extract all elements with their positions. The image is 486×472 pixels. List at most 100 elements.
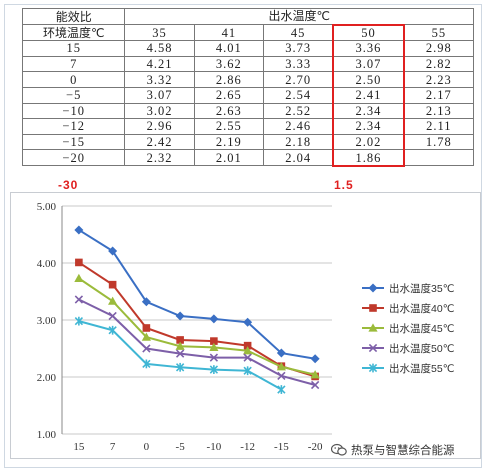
data-point: [142, 359, 151, 369]
table-cell: 2.17: [403, 86, 474, 104]
table-cell: 3.07: [124, 86, 195, 104]
table-cell: 2.86: [193, 71, 264, 88]
row-label: −10: [21, 102, 126, 120]
row-label: −15: [21, 133, 126, 151]
series-line: [78, 298, 316, 386]
table-cell: 2.11: [403, 118, 474, 135]
table-cell: 2.42: [124, 133, 195, 151]
data-point: [75, 258, 83, 267]
table-cell: 2.41: [332, 86, 405, 104]
legend-label: 出水温度40℃: [389, 302, 454, 315]
data-point: [74, 295, 84, 304]
x-tick-label: -10: [207, 441, 222, 453]
data-point: [74, 273, 84, 282]
series-line: [78, 277, 316, 376]
data-point: [142, 344, 151, 353]
data-point: [142, 324, 151, 332]
table-row: 7 4.21 3.62 3.33 3.07 2.82: [21, 55, 474, 73]
data-point: [141, 297, 151, 307]
table-cell: 2.63: [193, 102, 264, 120]
column-header: 55: [403, 24, 474, 42]
data-point: [243, 341, 252, 350]
table-cell: 4.21: [124, 55, 195, 73]
table-cell: 3.73: [262, 40, 334, 57]
table-row: −20 2.32 2.01 2.04 1.86: [21, 149, 474, 167]
data-point: [175, 349, 185, 358]
x-tick-label: 15: [73, 441, 85, 453]
table-cell: 3.62: [193, 55, 264, 73]
data-point: [175, 311, 185, 321]
table-row: −12 2.96 2.55 2.46 2.34 2.11: [21, 118, 474, 135]
table-cell: 2.98: [403, 40, 474, 57]
x-tick-label: -5: [176, 441, 186, 453]
x-tick-label: -20: [308, 441, 323, 453]
table-cell: 2.70: [262, 71, 334, 88]
group-header: 出水温度℃: [124, 7, 474, 26]
table-cell: 2.13: [403, 102, 474, 120]
table-cell: 2.19: [193, 133, 264, 151]
table-cell: 2.34: [332, 102, 405, 120]
legend-label: 出水温度35℃: [389, 282, 454, 295]
cop-table: 能效比 出水温度℃ 环境温度℃ 35 41 45 50 55 15 4.58 4.01 3.73 3.3…: [21, 7, 474, 167]
watermark-text: 热泵与智慧综合能源: [351, 445, 455, 457]
watermark: 热泵与智慧综合能源: [331, 442, 455, 458]
y-tick-label: 1.00: [37, 429, 57, 441]
data-point: [141, 332, 151, 341]
table-cell: 3.32: [124, 71, 195, 88]
column-header: 35: [124, 24, 195, 42]
legend-label: 出水温度55℃: [389, 362, 454, 375]
data-point: [108, 246, 118, 256]
data-point: [243, 346, 253, 355]
data-point: [176, 336, 184, 344]
table-cell: 2.52: [262, 102, 334, 120]
corner-label-bottom: 环境温度℃: [21, 24, 126, 42]
table-row: 15 4.58 4.01 3.73 3.36 2.98: [21, 40, 474, 57]
series-line: [78, 261, 316, 378]
cop-line-chart: 1.00 2.00 3.00 4.00 5.00 15 7 0 -5 -10 -12 -15 -20 出水…: [10, 192, 481, 459]
table-cell: 3.02: [124, 102, 195, 120]
note-left: -30: [58, 178, 79, 192]
legend-marker: [369, 304, 377, 312]
data-point: [74, 316, 84, 326]
x-tick-label: 0: [144, 441, 150, 453]
table-cell: 2.82: [403, 55, 474, 73]
table-cell: 2.23: [403, 71, 474, 88]
table-cell: 2.01: [193, 149, 264, 167]
table-cell: 2.96: [124, 118, 195, 135]
row-label: 0: [21, 71, 126, 88]
table-cell: 2.50: [332, 71, 405, 88]
column-header: 50: [332, 23, 405, 42]
data-point: [108, 296, 118, 305]
legend-marker: [368, 363, 378, 373]
table-cell: 1.78: [403, 133, 474, 151]
table-cell: 2.18: [262, 133, 334, 151]
row-label: −12: [21, 118, 126, 135]
data-point: [175, 362, 185, 372]
legend-label: 出水温度45℃: [389, 322, 454, 335]
row-label: 15: [21, 40, 126, 57]
data-point: [310, 370, 320, 379]
table-row: −15 2.42 2.19 2.18 2.02 1.78: [21, 133, 474, 151]
y-tick-label: 2.00: [37, 372, 57, 384]
data-point: [276, 362, 286, 371]
y-tick-label: 5.00: [37, 201, 57, 213]
y-tick-label: 4.00: [37, 258, 57, 270]
row-label: −5: [21, 86, 126, 104]
data-point: [74, 225, 84, 235]
table-cell: 3.36: [332, 40, 405, 57]
legend-marker: [368, 343, 378, 353]
legend-marker: [368, 283, 378, 293]
table-cell: 2.32: [124, 149, 195, 167]
data-point: [175, 341, 185, 350]
data-point: [243, 353, 252, 362]
table-cell: 2.65: [193, 86, 264, 104]
series-line: [78, 229, 316, 360]
table-header-row: 能效比 出水温度℃: [21, 7, 474, 26]
x-tick-label: -15: [274, 441, 289, 453]
data-point: [277, 385, 286, 394]
x-tick-label: -12: [240, 441, 255, 453]
table-cell: [403, 149, 474, 167]
table-cell: 2.46: [262, 118, 334, 135]
table-cell: 2.54: [262, 86, 334, 104]
figure-frame: [4, 4, 482, 468]
